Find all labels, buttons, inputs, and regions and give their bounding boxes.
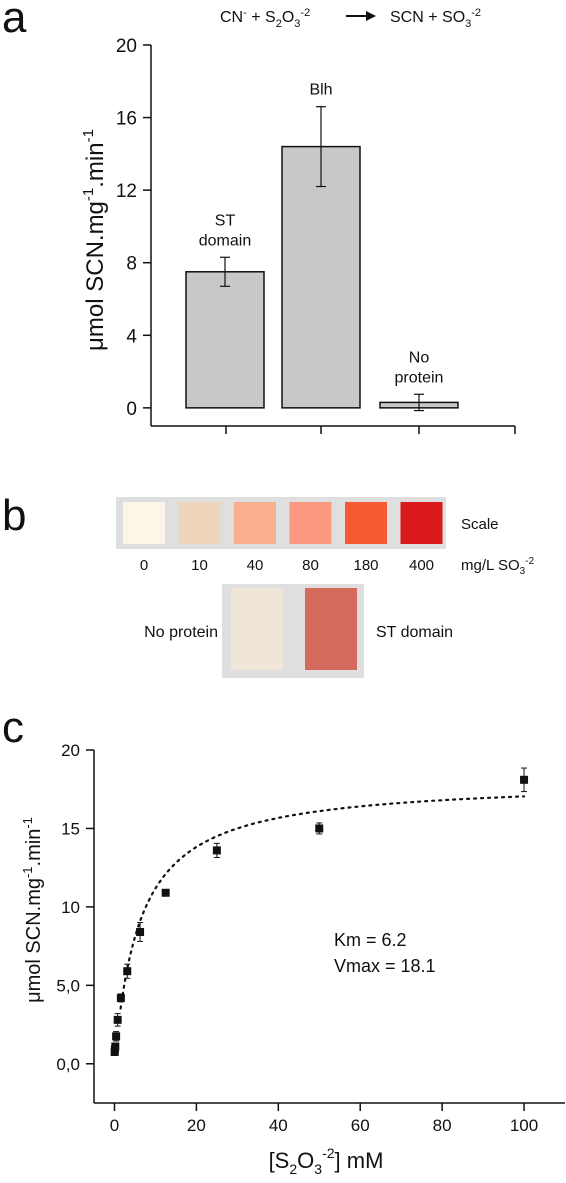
y-tick-label-a: 8: [126, 254, 137, 275]
x-tick-label-c: 40: [269, 1116, 288, 1135]
color-scale-strip: [116, 497, 446, 549]
swatch-400: [400, 502, 443, 544]
no-protein-label: No protein: [144, 624, 218, 641]
unit-label: mg/L SO3-2: [461, 556, 535, 577]
bar-blh: [281, 145, 361, 409]
km-annotation: Km = 6.2: [334, 930, 407, 950]
y-tick-label-c: 15: [61, 819, 80, 838]
data-point: [113, 1015, 122, 1024]
panel-label-c: c: [2, 703, 24, 752]
x-tick-label-c: 0: [110, 1116, 119, 1135]
bar-label: No: [409, 349, 430, 366]
y-tick-label-c: 5,0: [56, 976, 80, 995]
y-axis-label-a: μmol SCN.mg-1.min-1: [80, 129, 109, 351]
y-tick-label-c: 0,0: [56, 1055, 80, 1074]
y-tick-label-c: 10: [61, 898, 80, 917]
swatch-10: [178, 502, 221, 544]
y-axis-label-c: μmol SCN.mg-1.min-1: [20, 817, 45, 1003]
st-domain-label: ST domain: [376, 624, 453, 641]
y-tick-label-a: 16: [116, 109, 137, 130]
y-tick-label-a: 0: [126, 399, 137, 420]
scale-label: Scale: [461, 516, 499, 533]
bar-label: domain: [199, 232, 251, 249]
bar-st-domain: [185, 271, 265, 409]
swatch-value: 40: [247, 557, 264, 574]
x-tick-label-c: 20: [187, 1116, 206, 1135]
data-point: [212, 846, 221, 855]
fit-curve: [119, 795, 526, 1010]
swatch-0: [123, 502, 165, 544]
y-tick-label-a: 12: [116, 181, 137, 202]
bar-label: Blh: [309, 82, 332, 99]
swatch-value: 0: [140, 557, 148, 574]
bar-chart-panel-a: CN- + S2O3-2 SCN + SO3-2 μmol SCN.mg-1.m…: [80, 7, 516, 434]
swatch-180: [345, 502, 387, 544]
swatch-value: 10: [191, 557, 208, 574]
data-point: [315, 824, 324, 833]
y-tick-label-a: 4: [126, 326, 137, 347]
reaction-equation: CN- + S2O3-2: [220, 7, 310, 30]
data-point: [123, 967, 132, 976]
bar-label: ST: [215, 212, 236, 229]
reaction-products: SCN + SO3-2: [390, 7, 481, 30]
reaction-arrow: [346, 11, 376, 21]
test-pad-0: [231, 588, 283, 670]
panel-label-a: a: [2, 0, 27, 42]
y-tick-label-c: 20: [61, 741, 80, 760]
data-point: [116, 993, 125, 1002]
swatch-40: [234, 502, 276, 544]
x-tick-label-c: 80: [433, 1116, 452, 1135]
vmax-annotation: Vmax = 18.1: [334, 956, 436, 976]
data-point: [112, 1032, 121, 1041]
x-tick-label-c: 100: [510, 1116, 538, 1135]
swatch-80: [289, 502, 332, 544]
x-tick-label-c: 60: [351, 1116, 370, 1135]
data-point: [161, 888, 170, 897]
data-point: [520, 775, 529, 784]
swatch-value: 400: [409, 557, 434, 574]
swatch-value: 180: [353, 557, 378, 574]
data-point: [111, 1042, 120, 1051]
y-tick-label-a: 20: [116, 36, 137, 57]
x-axis-label-c: [S2O3-2] mM: [269, 1145, 384, 1177]
test-pad-1: [305, 588, 357, 670]
scatter-chart-panel-c: μmol SCN.mg-1.min-1 [S2O3-2] mM Km = 6.2…: [20, 741, 565, 1177]
data-point: [136, 927, 145, 936]
bar-label: protein: [395, 369, 444, 386]
panel-label-b: b: [2, 491, 27, 540]
color-scale-panel-b: 0 10 40 80 180 400 Scale mg/L SO3-2 No protei…: [116, 497, 535, 678]
swatch-value: 80: [302, 557, 319, 574]
